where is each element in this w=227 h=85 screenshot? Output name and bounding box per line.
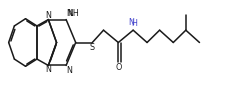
Text: S: S (89, 43, 94, 52)
Text: O: O (115, 63, 121, 72)
Text: N: N (45, 65, 51, 74)
Text: N: N (66, 9, 72, 18)
Text: N: N (66, 66, 72, 75)
Text: H: H (131, 19, 137, 28)
Text: N: N (45, 11, 51, 20)
Text: N: N (127, 18, 133, 27)
Text: NH: NH (67, 9, 79, 18)
